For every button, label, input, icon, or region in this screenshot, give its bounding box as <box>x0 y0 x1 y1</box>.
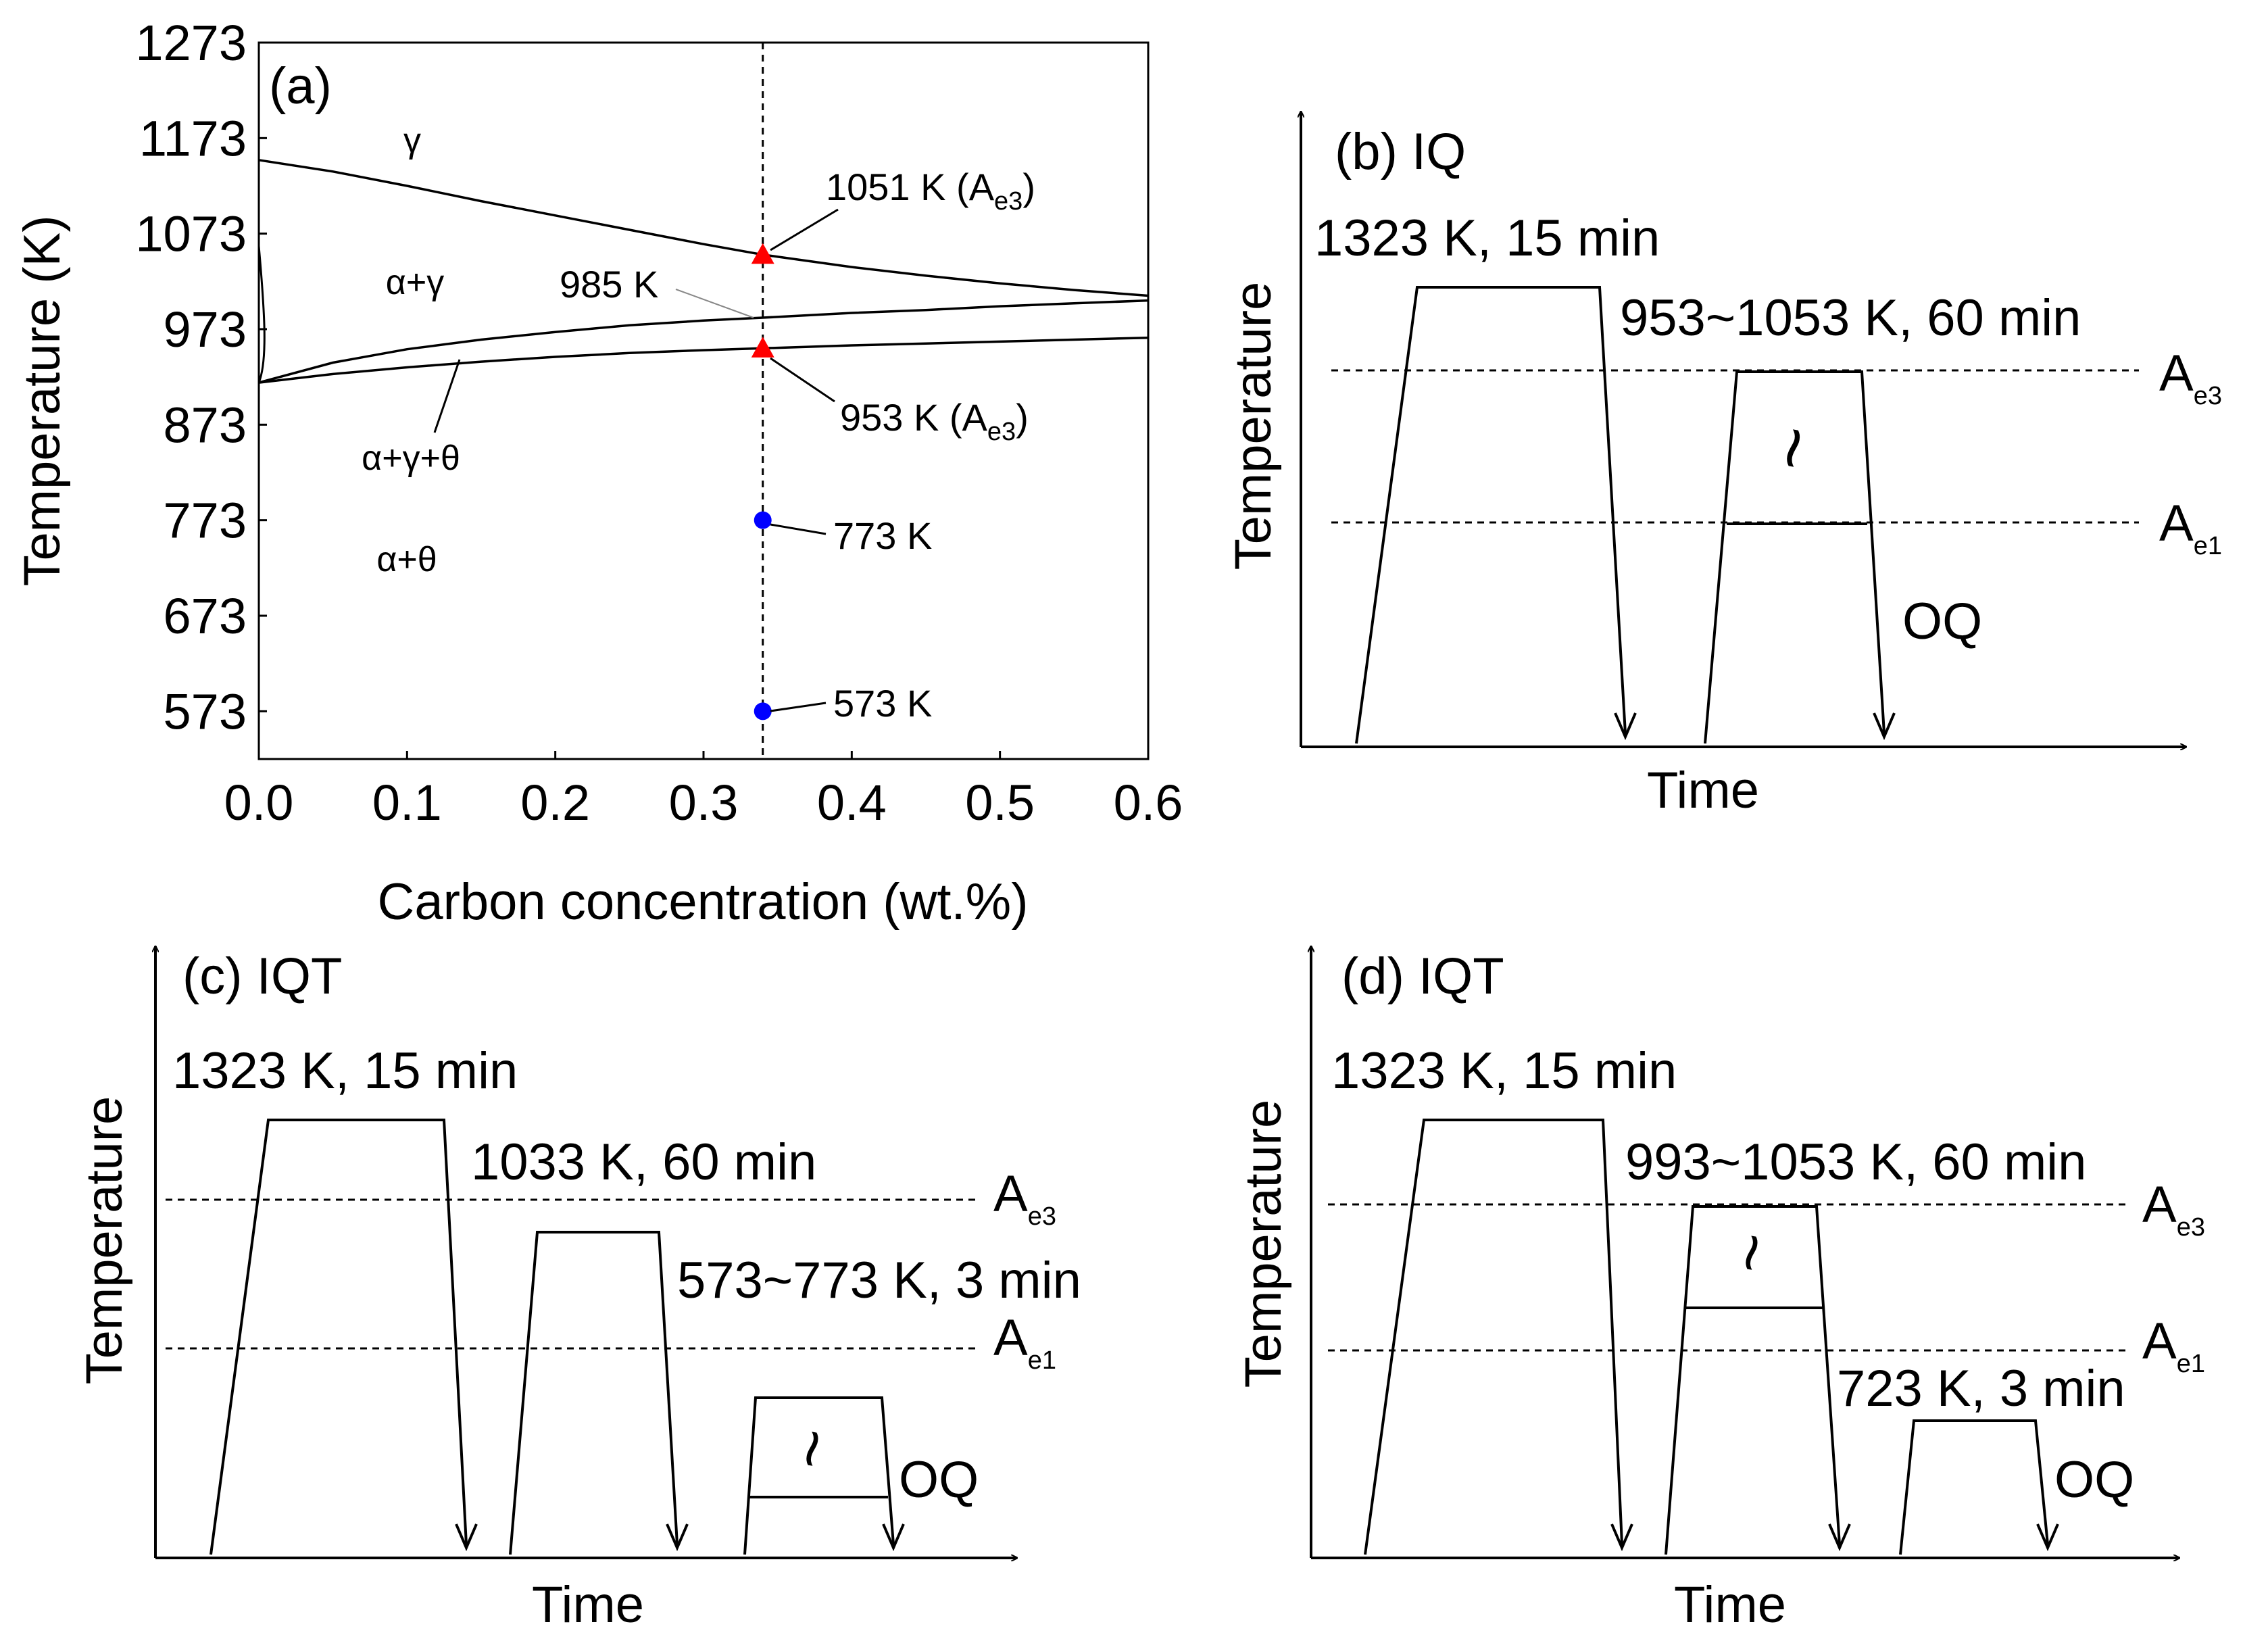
panel-a-y-tick-label: 1273 <box>135 15 247 71</box>
panel-a-point-773K <box>754 511 772 529</box>
panel-a-y-tick-label: 773 <box>164 493 247 549</box>
panel-a-phase-boundaries <box>257 159 1149 428</box>
region-alpha-gamma-theta: α+γ+θ <box>362 439 460 478</box>
leader-1051K <box>770 208 839 251</box>
panel-a-ferrite-boundary <box>257 245 266 383</box>
panel-d-ae3-label: Ae3 <box>2142 1176 2205 1242</box>
panel-a-y-tick-label: 973 <box>164 301 247 358</box>
panel-b-step-2: 953~1053 K, 60 min <box>1620 289 2081 347</box>
panel-b-intercritical-profile <box>1704 370 1885 744</box>
region-gamma: γ <box>403 121 421 160</box>
panel-a-phase-diagram: 0.0 0.1 0.2 0.3 0.4 0.5 0.6 1273 1173 1073 973 873 7… <box>14 15 1183 931</box>
leader-953K <box>770 357 835 403</box>
panel-c-intercritical-profile <box>509 1231 679 1555</box>
panel-c-step-2: 1033 K, 60 min <box>471 1133 816 1191</box>
panel-b-oq-label: OQ <box>1902 593 1982 650</box>
panel-c-arrow-3 <box>882 1523 905 1552</box>
panel-d-label: (d) IQT <box>1341 948 1504 1005</box>
panel-c-iqt-schedule: (c) IQT Time Temperature Ae3 Ae1 1323 K,… <box>76 946 1081 1634</box>
panel-b-arrow-2 <box>1873 712 1896 741</box>
panel-b-x-label: Time <box>1647 762 1759 819</box>
panel-b-austenitize-profile <box>1355 286 1627 744</box>
panel-a-plot-frame <box>257 41 1150 760</box>
panel-b-label: (b) IQ <box>1335 123 1466 180</box>
panel-d-step-2: 993~1053 K, 60 min <box>1625 1133 2086 1191</box>
panel-a-y-tick-label: 673 <box>164 588 247 644</box>
annotation-573K: 573 K <box>833 682 932 725</box>
panel-a-point-573K <box>754 702 772 720</box>
panel-d-intercritical-profile <box>1665 1205 1841 1555</box>
panel-d-y-label: Temperature <box>1235 1100 1292 1388</box>
panel-a-x-tick-label: 0.6 <box>1114 775 1183 831</box>
panel-a-boundary-1 <box>258 159 1149 297</box>
panel-c-arrow-1 <box>455 1523 478 1552</box>
panel-d-step-3: 723 K, 3 min <box>1837 1360 2125 1417</box>
panel-d-range-tilde: ~ <box>1710 1227 1792 1279</box>
panel-c-ae3-label: Ae3 <box>993 1165 1056 1231</box>
panel-c-arrow-2 <box>666 1523 689 1552</box>
panel-a-x-label: Carbon concentration (wt.%) <box>377 873 1028 931</box>
panel-d-temper-profile <box>1899 1419 2049 1555</box>
panel-c-ae1-label: Ae1 <box>993 1309 1056 1375</box>
panel-a-y-tick-label: 573 <box>164 683 247 739</box>
panel-a-x-tick-label: 0.5 <box>965 775 1035 831</box>
panel-d-iqt-schedule: (d) IQT Time Temperature Ae3 Ae1 1323 K,… <box>1235 946 2205 1634</box>
panel-d-oq-label: OQ <box>2054 1451 2134 1509</box>
panel-a-x-tick-label: 0.2 <box>520 775 590 831</box>
panel-a-y-tick-label: 1173 <box>139 110 247 166</box>
annotation-773K: 773 K <box>833 514 932 557</box>
panel-b-iq-schedule: (b) IQ Time Temperature Ae3 Ae1 1323 K, … <box>1225 112 2222 819</box>
panel-a-points <box>751 243 774 720</box>
panel-c-y-label: Temperature <box>76 1096 133 1385</box>
panel-a-x-tick-label: 0.0 <box>224 775 294 831</box>
panel-d-ae1-label: Ae1 <box>2142 1313 2205 1378</box>
panel-c-austenitize-profile <box>209 1119 468 1555</box>
annotation-985K: 985 K <box>560 263 658 306</box>
leader-573K <box>770 702 827 712</box>
annotation-1051K: 1051 K (Ae3) <box>826 166 1035 216</box>
panel-d-x-label: Time <box>1674 1576 1786 1634</box>
panel-b-arrow-1 <box>1614 712 1637 741</box>
panel-c-step-1: 1323 K, 15 min <box>172 1042 518 1100</box>
panel-a-point-1051K <box>751 243 774 264</box>
panel-c-x-label: Time <box>532 1576 644 1634</box>
panel-b-y-label: Temperature <box>1225 282 1282 570</box>
panel-b-ae3-label: Ae3 <box>2159 345 2222 410</box>
panel-c-label: (c) IQT <box>182 948 342 1005</box>
panel-b-step-1: 1323 K, 15 min <box>1314 210 1660 267</box>
panel-a-x-tick-label: 0.1 <box>372 775 442 831</box>
panel-a-y-tick-label: 873 <box>164 397 247 453</box>
panel-d-arrow-3 <box>2036 1523 2059 1552</box>
panel-a-y-label: Temperature (K) <box>14 215 71 586</box>
panel-a-point-953K <box>751 337 774 358</box>
leader-alpha-gamma-theta <box>433 359 461 433</box>
panel-d-austenitize-profile <box>1364 1119 1623 1555</box>
panel-a-x-tick-label: 0.4 <box>817 775 887 831</box>
leader-985K <box>675 289 754 318</box>
panel-b-range-tilde: ~ <box>1748 420 1838 477</box>
panel-c-oq-label: OQ <box>899 1451 979 1509</box>
panel-a-x-tick-label: 0.3 <box>669 775 739 831</box>
panel-c-step-3: 573~773 K, 3 min <box>677 1252 1081 1309</box>
leader-773K <box>770 523 827 535</box>
panel-d-step-1: 1323 K, 15 min <box>1331 1042 1677 1100</box>
panel-a-axis-ticks: 0.0 0.1 0.2 0.3 0.4 0.5 0.6 1273 1173 1073 973 873 7… <box>135 15 1183 831</box>
region-alpha-theta: α+θ <box>376 540 437 579</box>
panel-c-range-tilde: ~ <box>771 1423 852 1475</box>
region-alpha-gamma: α+γ <box>386 263 444 302</box>
panel-a-boundary-3 <box>258 336 1149 384</box>
panel-d-arrow-1 <box>1610 1523 1633 1552</box>
panel-a-label: (a) <box>269 57 332 115</box>
annotation-953K: 953 K (Ae3) <box>840 396 1029 446</box>
panel-c-temper-profile <box>743 1396 895 1555</box>
panel-a-boundary-2 <box>258 299 1149 384</box>
panel-b-ae1-label: Ae1 <box>2159 495 2222 560</box>
panel-a-y-tick-label: 1073 <box>135 206 247 262</box>
panel-d-arrow-2 <box>1828 1523 1851 1552</box>
